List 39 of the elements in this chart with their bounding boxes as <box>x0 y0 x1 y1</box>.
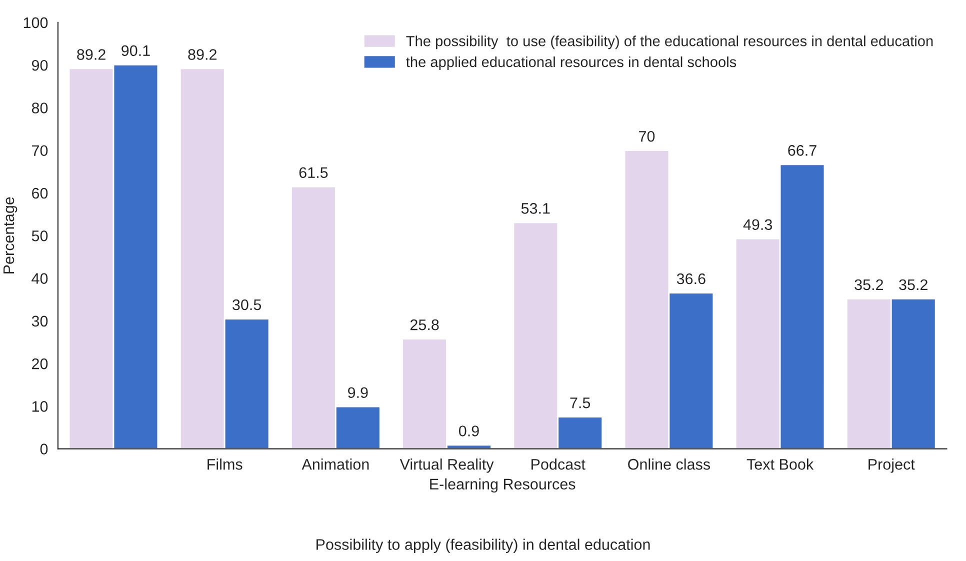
y-axis-title: Percentage <box>4 197 18 274</box>
data-label: 90.1 <box>122 45 150 56</box>
x-tick-label: Virtual Reality <box>400 458 494 473</box>
data-label: 49.3 <box>743 219 772 230</box>
x-tick-label: Podcast <box>532 458 586 470</box>
text: Possibility to apply (feasibility) in dental education <box>316 538 650 553</box>
data-label: 9.9 <box>348 387 368 398</box>
data-label: 36.6 <box>676 273 706 284</box>
y-tick-label: 60 <box>32 188 48 199</box>
y-tick-label: 70 <box>32 145 48 156</box>
data-label: 61.5 <box>299 167 328 178</box>
y-tick-label: 90 <box>32 60 48 71</box>
y-tick-label: 20 <box>32 358 48 370</box>
data-label: 89.2 <box>188 49 216 60</box>
data-label: 0.9 <box>458 426 479 436</box>
x-tick-label: Online class <box>628 458 710 470</box>
data-label: 25.8 <box>410 319 439 330</box>
legend-label: the applied educational resources in dental schools <box>406 56 736 70</box>
x-tick-label: Text Book <box>746 458 814 470</box>
x-axis-title: E-learning Resources <box>430 478 576 493</box>
data-label: 89.2 <box>77 49 106 60</box>
y-tick-label: 100 <box>24 17 48 28</box>
legend-label: The possibility to use (feasibility) of the educational resources in dental education <box>406 36 933 50</box>
y-tick-label: 40 <box>32 273 48 284</box>
data-label: 30.5 <box>232 299 262 310</box>
data-label: 35.2 <box>899 279 928 290</box>
y-tick-label: 0 <box>40 444 48 454</box>
data-label: 66.7 <box>788 145 816 156</box>
data-label: 53.1 <box>521 203 550 214</box>
x-tick-label: Animation <box>302 458 369 470</box>
y-tick-label: 10 <box>32 401 48 412</box>
data-label: 70 <box>639 130 655 142</box>
y-tick-label: 30 <box>32 316 48 327</box>
data-label: 7.5 <box>570 398 590 408</box>
y-tick-label: 80 <box>32 102 48 114</box>
y-tick-label: 50 <box>32 230 48 242</box>
x-tick-label: Films <box>208 458 242 470</box>
x-tick-label: Project <box>868 458 915 473</box>
data-label: 35.2 <box>854 279 884 290</box>
